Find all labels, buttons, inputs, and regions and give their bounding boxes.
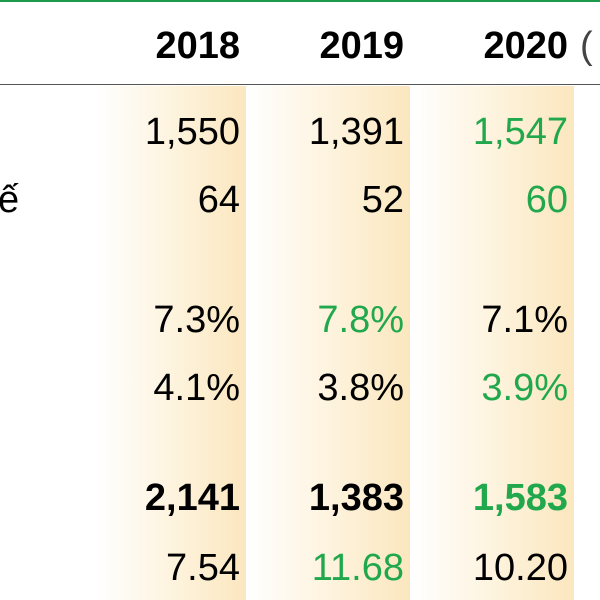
table-cell: 7.54 bbox=[166, 547, 240, 589]
table-cell: 60 bbox=[525, 179, 568, 221]
header-divider bbox=[0, 84, 600, 85]
table-cell: 10.20 bbox=[472, 547, 568, 589]
table-cell: 1,547 bbox=[472, 111, 568, 153]
top-rule bbox=[0, 0, 600, 2]
table-cell: 52 bbox=[361, 179, 404, 221]
table-cell: 1,550 bbox=[144, 111, 240, 153]
table-cell: 7.8% bbox=[317, 299, 404, 341]
column-header-2020: 2020 bbox=[483, 25, 568, 67]
table-cell: 3.9% bbox=[481, 367, 568, 409]
row-label-fragment: ế bbox=[0, 179, 20, 221]
table-cell: 11.68 bbox=[311, 547, 404, 589]
table-cell: 3.8% bbox=[317, 367, 404, 409]
table-cell: 7.3% bbox=[153, 299, 240, 341]
table-cell: 7.1% bbox=[481, 299, 568, 341]
clipped-header-text: ( bbox=[580, 25, 593, 67]
column-highlight-2018 bbox=[96, 86, 246, 600]
table-cell: 1,383 bbox=[308, 477, 404, 519]
column-header-2018: 2018 bbox=[155, 25, 240, 67]
table-cell: 4.1% bbox=[153, 367, 240, 409]
column-header-2019: 2019 bbox=[319, 25, 404, 67]
table-cell: 64 bbox=[197, 179, 240, 221]
table-cell: 1,391 bbox=[308, 111, 404, 153]
table-cell: 1,583 bbox=[472, 477, 568, 519]
column-highlight-2020 bbox=[410, 86, 574, 600]
column-highlight-2019 bbox=[246, 86, 410, 600]
table-cell: 2,141 bbox=[144, 477, 240, 519]
